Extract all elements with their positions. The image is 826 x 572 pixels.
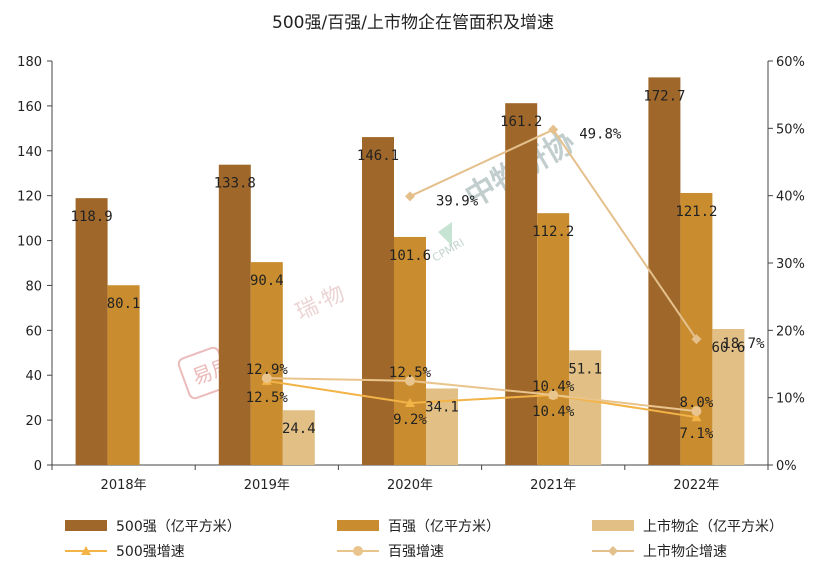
line-point bbox=[261, 373, 272, 384]
line-point bbox=[691, 412, 702, 422]
bars-layer bbox=[75, 77, 745, 465]
legend-label: 上市物企增速 bbox=[643, 543, 727, 560]
line-value-label: 12.5% bbox=[246, 390, 289, 406]
labels-layer: 118.9 133.8 146.1 161.2 172.7 80.1 90.4 101.6 11… bbox=[71, 88, 766, 442]
bar-2-4 bbox=[537, 213, 570, 465]
legend-marker bbox=[608, 546, 618, 556]
legend-label: 百强（亿平方米） bbox=[388, 519, 500, 535]
line-value-label: 10.4% bbox=[532, 379, 575, 395]
line-value-label: 12.5% bbox=[389, 365, 432, 381]
legend-swatch-bar bbox=[592, 520, 634, 531]
bar-2-5 bbox=[680, 192, 713, 465]
bar-value-label: 121.2 bbox=[675, 204, 717, 220]
line-value-label: 39.9% bbox=[436, 193, 479, 209]
line-value-label: 49.8% bbox=[579, 127, 622, 143]
y-tick-label: 180 bbox=[17, 55, 42, 70]
y2-tick-label: 0% bbox=[776, 459, 797, 474]
bar-value-label: 60.6 bbox=[712, 340, 746, 356]
bar-1-4 bbox=[505, 103, 538, 465]
legend-marker bbox=[353, 546, 363, 556]
axes-layer: 0 20 40 60 80 100 120 140 160 180 0% 10% 20% 30% 40% 50… bbox=[17, 55, 805, 493]
ruiwu-watermark: 瑞·物 bbox=[292, 281, 349, 325]
y-tick-label: 140 bbox=[17, 145, 42, 160]
line-point bbox=[405, 191, 415, 202]
legend-label: 上市物企（亿平方米） bbox=[643, 518, 783, 535]
bar-value-label: 101.6 bbox=[389, 248, 431, 264]
y-tick-label: 60 bbox=[25, 324, 42, 339]
line-point bbox=[548, 389, 559, 400]
line-1 bbox=[266, 379, 697, 419]
bar-value-label: 133.8 bbox=[214, 176, 256, 192]
bar-3-4 bbox=[569, 350, 602, 465]
line-point bbox=[405, 398, 415, 408]
y2-tick-label: 40% bbox=[776, 190, 805, 205]
bar-1-3 bbox=[362, 137, 394, 465]
line-value-label: 8.0% bbox=[680, 395, 714, 411]
y2-tick-label: 50% bbox=[776, 122, 805, 137]
line-value-label: 10.4% bbox=[532, 404, 575, 420]
y2-tick-label: 30% bbox=[776, 257, 805, 272]
line-point bbox=[691, 406, 702, 417]
line-point bbox=[691, 334, 702, 345]
bar-value-label: 161.2 bbox=[500, 114, 542, 130]
chart-title: 500强/百强/上市物企在管面积及增速 bbox=[272, 13, 554, 33]
line-value-label: 9.2% bbox=[393, 412, 427, 428]
legend-swatch-bar bbox=[337, 520, 379, 531]
x-tick-label: 2022年 bbox=[673, 478, 719, 493]
y2-tick-label: 60% bbox=[776, 55, 805, 70]
line-point bbox=[548, 124, 559, 135]
y-tick-label: 80 bbox=[25, 279, 42, 294]
bar-value-label: 34.1 bbox=[425, 399, 459, 415]
legend-label: 百强增速 bbox=[388, 544, 444, 560]
y2-tick-label: 20% bbox=[776, 324, 805, 339]
bar-value-label: 24.4 bbox=[282, 421, 316, 437]
x-tick-label: 2020年 bbox=[387, 478, 433, 493]
x-tick-label: 2019年 bbox=[244, 478, 290, 493]
bar-3-2 bbox=[282, 410, 315, 465]
legend-label: 500强增速 bbox=[116, 544, 185, 560]
bar-value-label: 118.9 bbox=[71, 209, 113, 225]
y-tick-label: 120 bbox=[17, 190, 42, 205]
lines-layer bbox=[261, 124, 702, 422]
line-value-label: 18.7% bbox=[722, 336, 765, 352]
bar-1-5 bbox=[648, 77, 681, 465]
line-2 bbox=[266, 377, 697, 413]
x-tick-label: 2018年 bbox=[101, 478, 147, 493]
bar-1-1 bbox=[75, 198, 108, 465]
line-point bbox=[405, 375, 415, 386]
bar-1-2 bbox=[218, 164, 251, 465]
y-tick-label: 160 bbox=[17, 100, 42, 115]
line-value-label: 7.1% bbox=[680, 426, 714, 442]
bar-2-2 bbox=[250, 262, 283, 465]
legend-marker bbox=[81, 546, 91, 555]
bar-value-label: 90.4 bbox=[250, 273, 284, 289]
legend-label: 500强（亿平方米） bbox=[116, 519, 241, 535]
x-tick-label: 2021年 bbox=[530, 478, 576, 493]
y-tick-label: 20 bbox=[25, 414, 42, 429]
legend-layer: 500强（亿平方米） 百强（亿平方米） 上市物企（亿平方米） 500强增速 百强增速 上市… bbox=[65, 518, 783, 560]
bar-3-5 bbox=[712, 328, 745, 465]
bar-2-1 bbox=[107, 285, 140, 465]
bar-value-label: 172.7 bbox=[643, 88, 685, 104]
cpmri-logo-mark bbox=[438, 222, 452, 246]
bar-value-label: 112.2 bbox=[532, 224, 574, 240]
bar-2-3 bbox=[394, 236, 426, 465]
bar-value-label: 51.1 bbox=[568, 361, 602, 377]
y-tick-label: 40 bbox=[25, 369, 42, 384]
legend-swatch-bar bbox=[65, 520, 107, 531]
line-value-label: 12.9% bbox=[246, 362, 289, 378]
y-tick-label: 0 bbox=[34, 459, 42, 474]
bar-value-label: 80.1 bbox=[107, 296, 141, 312]
y-tick-label: 100 bbox=[17, 235, 42, 250]
bar-value-label: 146.1 bbox=[357, 148, 399, 164]
y2-tick-label: 10% bbox=[776, 392, 805, 407]
